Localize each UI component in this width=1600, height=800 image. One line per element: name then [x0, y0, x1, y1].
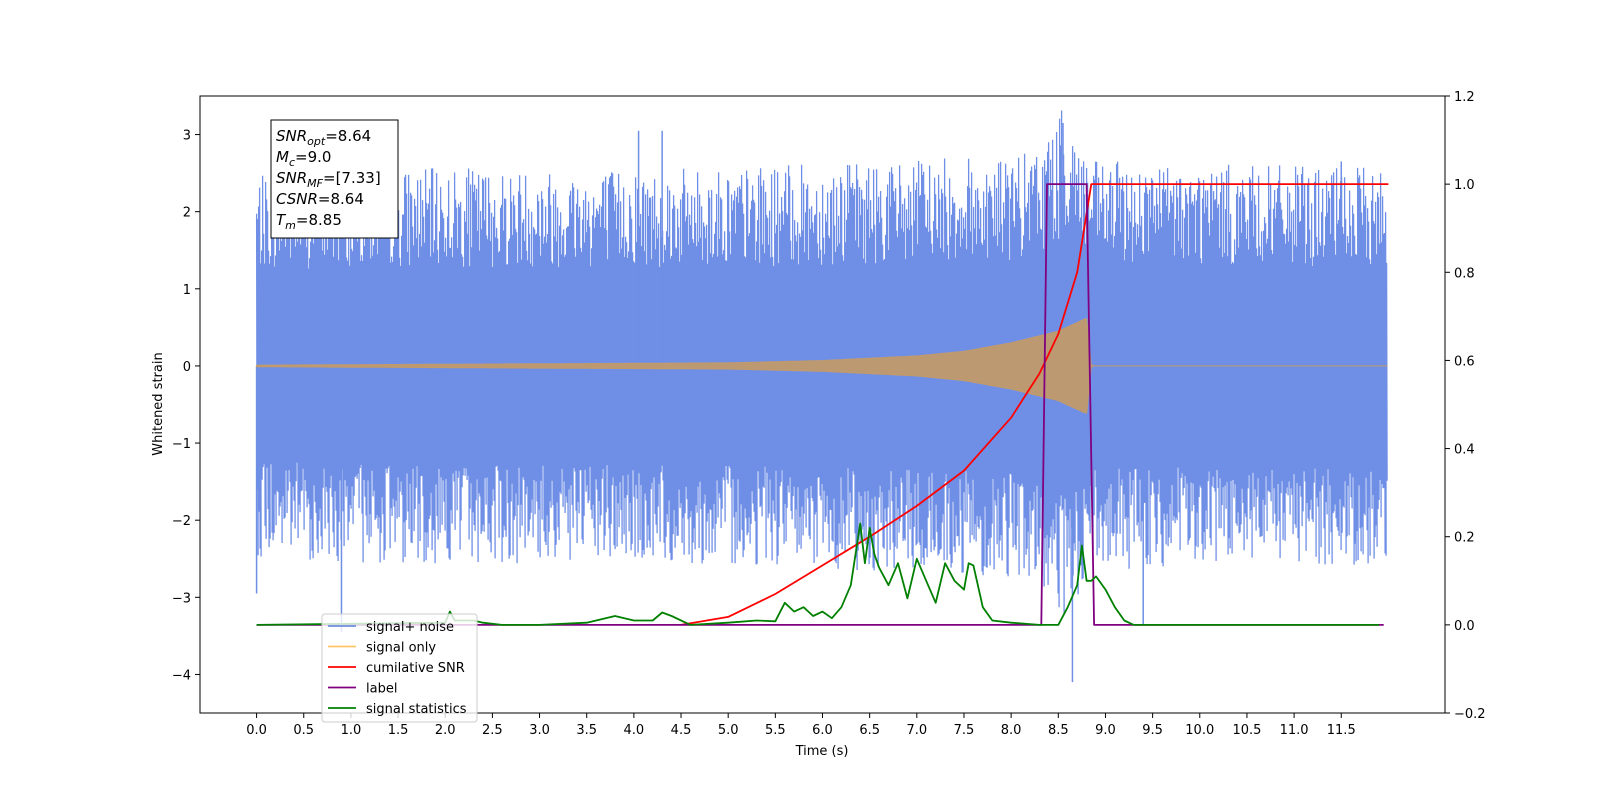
- x-tick-label: 3.5: [576, 723, 597, 738]
- legend: signal+ noise signal only cumilative SNR la…: [321, 613, 478, 723]
- series-signal-noise: [255, 110, 1388, 614]
- x-tick-label: 2.0: [435, 723, 456, 738]
- y-tick-label: −1: [172, 437, 191, 452]
- x-tick-label: 6.0: [812, 723, 833, 738]
- x-tick-label: 6.5: [859, 723, 880, 738]
- x-tick-label: 1.5: [388, 723, 409, 738]
- series-layer: [255, 110, 1389, 683]
- x-tick-label: 5.0: [718, 723, 739, 738]
- x-tick-label: 9.5: [1142, 723, 1163, 738]
- y-tick-label: 0: [183, 360, 191, 375]
- legend-label: cumilative SNR: [366, 661, 465, 676]
- annotation-line: SNRMF=[7.33]: [276, 169, 381, 190]
- y2-tick-label: 0.0: [1454, 619, 1475, 634]
- x-tick-label: 7.5: [954, 723, 975, 738]
- y2-tick-label: 0.6: [1454, 354, 1475, 369]
- x-tick-label: 5.5: [765, 723, 786, 738]
- x-tick-label: 10.5: [1232, 723, 1261, 738]
- y2-tick-label: 0.8: [1454, 266, 1475, 281]
- x-tick-label: 2.5: [482, 723, 503, 738]
- y-tick-label: 3: [183, 129, 191, 144]
- legend-label: label: [366, 682, 397, 697]
- y-tick-label: −3: [172, 591, 191, 606]
- legend-frame: [321, 613, 478, 723]
- y2-tick-label: −0.2: [1454, 707, 1486, 722]
- y2-tick-label: 1.0: [1454, 178, 1475, 193]
- series-cumilative-snr: [680, 183, 1389, 626]
- x-tick-label: 10.0: [1185, 723, 1214, 738]
- y-tick-label: −4: [172, 668, 191, 683]
- x-tick-label: 7.0: [906, 723, 927, 738]
- x-tick-label: 11.5: [1327, 723, 1356, 738]
- axes-layer: 0.0 0.5 1.0 1.5 2.0 2.5 3.0 3.5 4.0 4.5 5.0 5.5 6.0 6…: [172, 90, 1486, 738]
- x-tick-label: 8.0: [1001, 723, 1022, 738]
- x-tick-label: 8.5: [1048, 723, 1069, 738]
- x-axis-label: Time (s): [795, 744, 849, 759]
- legend-label: signal+ noise: [366, 620, 454, 635]
- x-tick-label: 4.0: [624, 723, 645, 738]
- x-tick-label: 3.0: [529, 723, 550, 738]
- annotation-line: Tm=8.85: [276, 211, 342, 232]
- annotation-line: Mc=9.0: [276, 148, 331, 169]
- legend-label: signal only: [366, 641, 436, 656]
- series-signal-only: [256, 318, 1388, 414]
- x-tick-label: 9.0: [1095, 723, 1116, 738]
- annotation-frame: [270, 119, 399, 239]
- x-tick-label: 11.0: [1280, 723, 1309, 738]
- y-tick-label: 2: [183, 206, 191, 221]
- y-axis-label: Whitened strain: [151, 352, 166, 455]
- series-signal-statistics: [256, 522, 1379, 626]
- y2-tick-label: 1.2: [1454, 90, 1475, 105]
- y-tick-label: −2: [172, 514, 191, 529]
- x-tick-label: 0.5: [293, 723, 314, 738]
- y-tick-label: 1: [183, 283, 191, 298]
- annotation-line: SNRopt=8.64: [276, 127, 371, 148]
- legend-label: signal statistics: [366, 702, 467, 717]
- x-tick-label: 0.0: [246, 723, 267, 738]
- annotation-line: CSNR=8.64: [276, 190, 364, 208]
- y2-tick-label: 0.4: [1454, 443, 1475, 458]
- y2-tick-label: 0.2: [1454, 531, 1475, 546]
- x-tick-label: 4.5: [671, 723, 692, 738]
- x-tick-label: 1.0: [341, 723, 362, 738]
